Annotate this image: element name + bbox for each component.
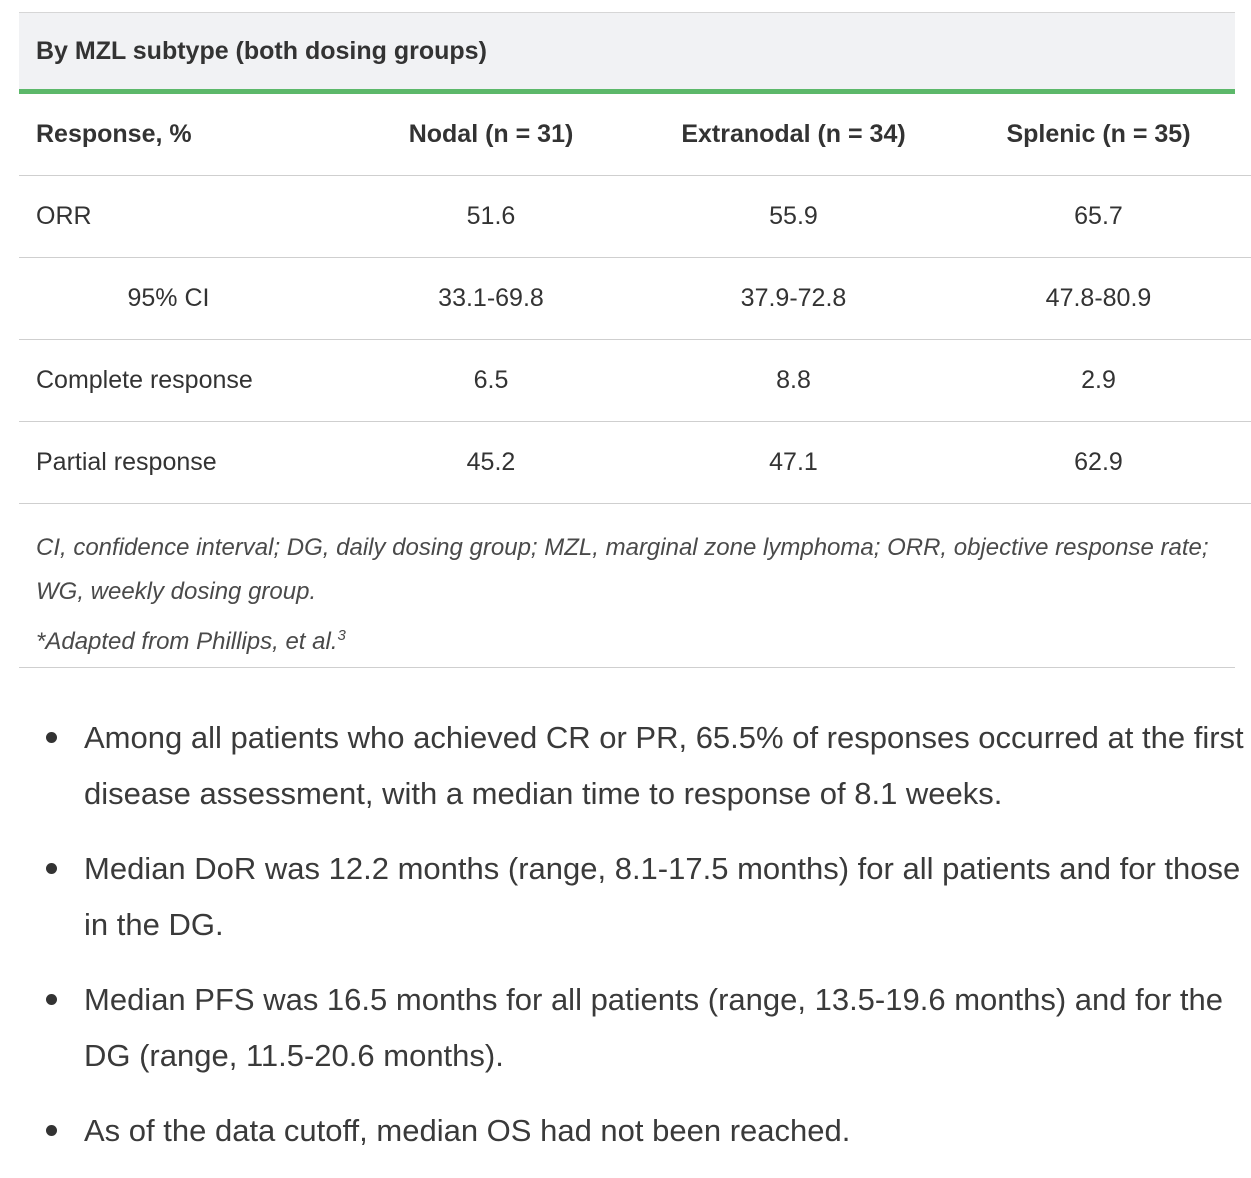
cell-nodal: 33.1-69.8: [341, 257, 641, 340]
bullet-icon: [46, 1125, 57, 1136]
list-item: Among all patients who achieved CR or PR…: [40, 710, 1245, 822]
footnote-source-text: *Adapted from Phillips, et al.: [36, 628, 338, 655]
cell-splenic: 65.7: [946, 175, 1251, 258]
table-row: Partial response 45.2 47.1 62.9: [19, 421, 1251, 504]
table-caption: By MZL subtype (both dosing groups): [19, 12, 1235, 94]
header-splenic: Splenic (n = 35): [946, 94, 1251, 176]
row-label: ORR: [19, 175, 341, 258]
bullet-icon: [46, 994, 57, 1005]
list-item-text: Among all patients who achieved CR or PR…: [84, 720, 1244, 811]
table-row: Complete response 6.5 8.8 2.9: [19, 339, 1251, 422]
cell-extranodal: 8.8: [641, 339, 946, 422]
cell-splenic: 62.9: [946, 421, 1251, 504]
response-table: Response, % Nodal (n = 31) Extranodal (n…: [19, 94, 1251, 504]
header-nodal: Nodal (n = 31): [341, 94, 641, 176]
findings-list: Among all patients who achieved CR or PR…: [40, 710, 1245, 1178]
cell-splenic: 47.8-80.9: [946, 257, 1251, 340]
table-header-row: Response, % Nodal (n = 31) Extranodal (n…: [19, 94, 1251, 176]
list-item-text: As of the data cutoff, median OS had not…: [84, 1113, 851, 1148]
footnote-source: *Adapted from Phillips, et al.3: [36, 614, 1218, 664]
list-item-text: Median PFS was 16.5 months for all patie…: [84, 982, 1224, 1073]
cell-extranodal: 47.1: [641, 421, 946, 504]
table-row: 95% CI 33.1-69.8 37.9-72.8 47.8-80.9: [19, 257, 1251, 340]
cell-nodal: 6.5: [341, 339, 641, 422]
row-label: Complete response: [19, 339, 341, 422]
list-item-text: Median DoR was 12.2 months (range, 8.1-1…: [84, 851, 1241, 942]
table-row: ORR 51.6 55.9 65.7: [19, 175, 1251, 258]
list-item: Median DoR was 12.2 months (range, 8.1-1…: [40, 841, 1245, 953]
cell-nodal: 45.2: [341, 421, 641, 504]
bullet-icon: [46, 863, 57, 874]
header-response: Response, %: [19, 94, 341, 176]
row-label: Partial response: [19, 421, 341, 504]
bullet-icon: [46, 732, 57, 743]
footnote-abbreviations: CI, confidence interval; DG, daily dosin…: [36, 534, 1209, 605]
response-table-block: By MZL subtype (both dosing groups) Resp…: [19, 12, 1251, 668]
table-footnote: CI, confidence interval; DG, daily dosin…: [19, 504, 1235, 668]
row-label-text: 95% CI: [127, 284, 210, 312]
cell-splenic: 2.9: [946, 339, 1251, 422]
list-item: Median PFS was 16.5 months for all patie…: [40, 972, 1245, 1084]
cell-nodal: 51.6: [341, 175, 641, 258]
header-extranodal: Extranodal (n = 34): [641, 94, 946, 176]
cell-extranodal: 37.9-72.8: [641, 257, 946, 340]
row-label: 95% CI: [19, 257, 341, 340]
cell-extranodal: 55.9: [641, 175, 946, 258]
list-item: As of the data cutoff, median OS had not…: [40, 1103, 1245, 1159]
footnote-reference: 3: [337, 627, 346, 644]
